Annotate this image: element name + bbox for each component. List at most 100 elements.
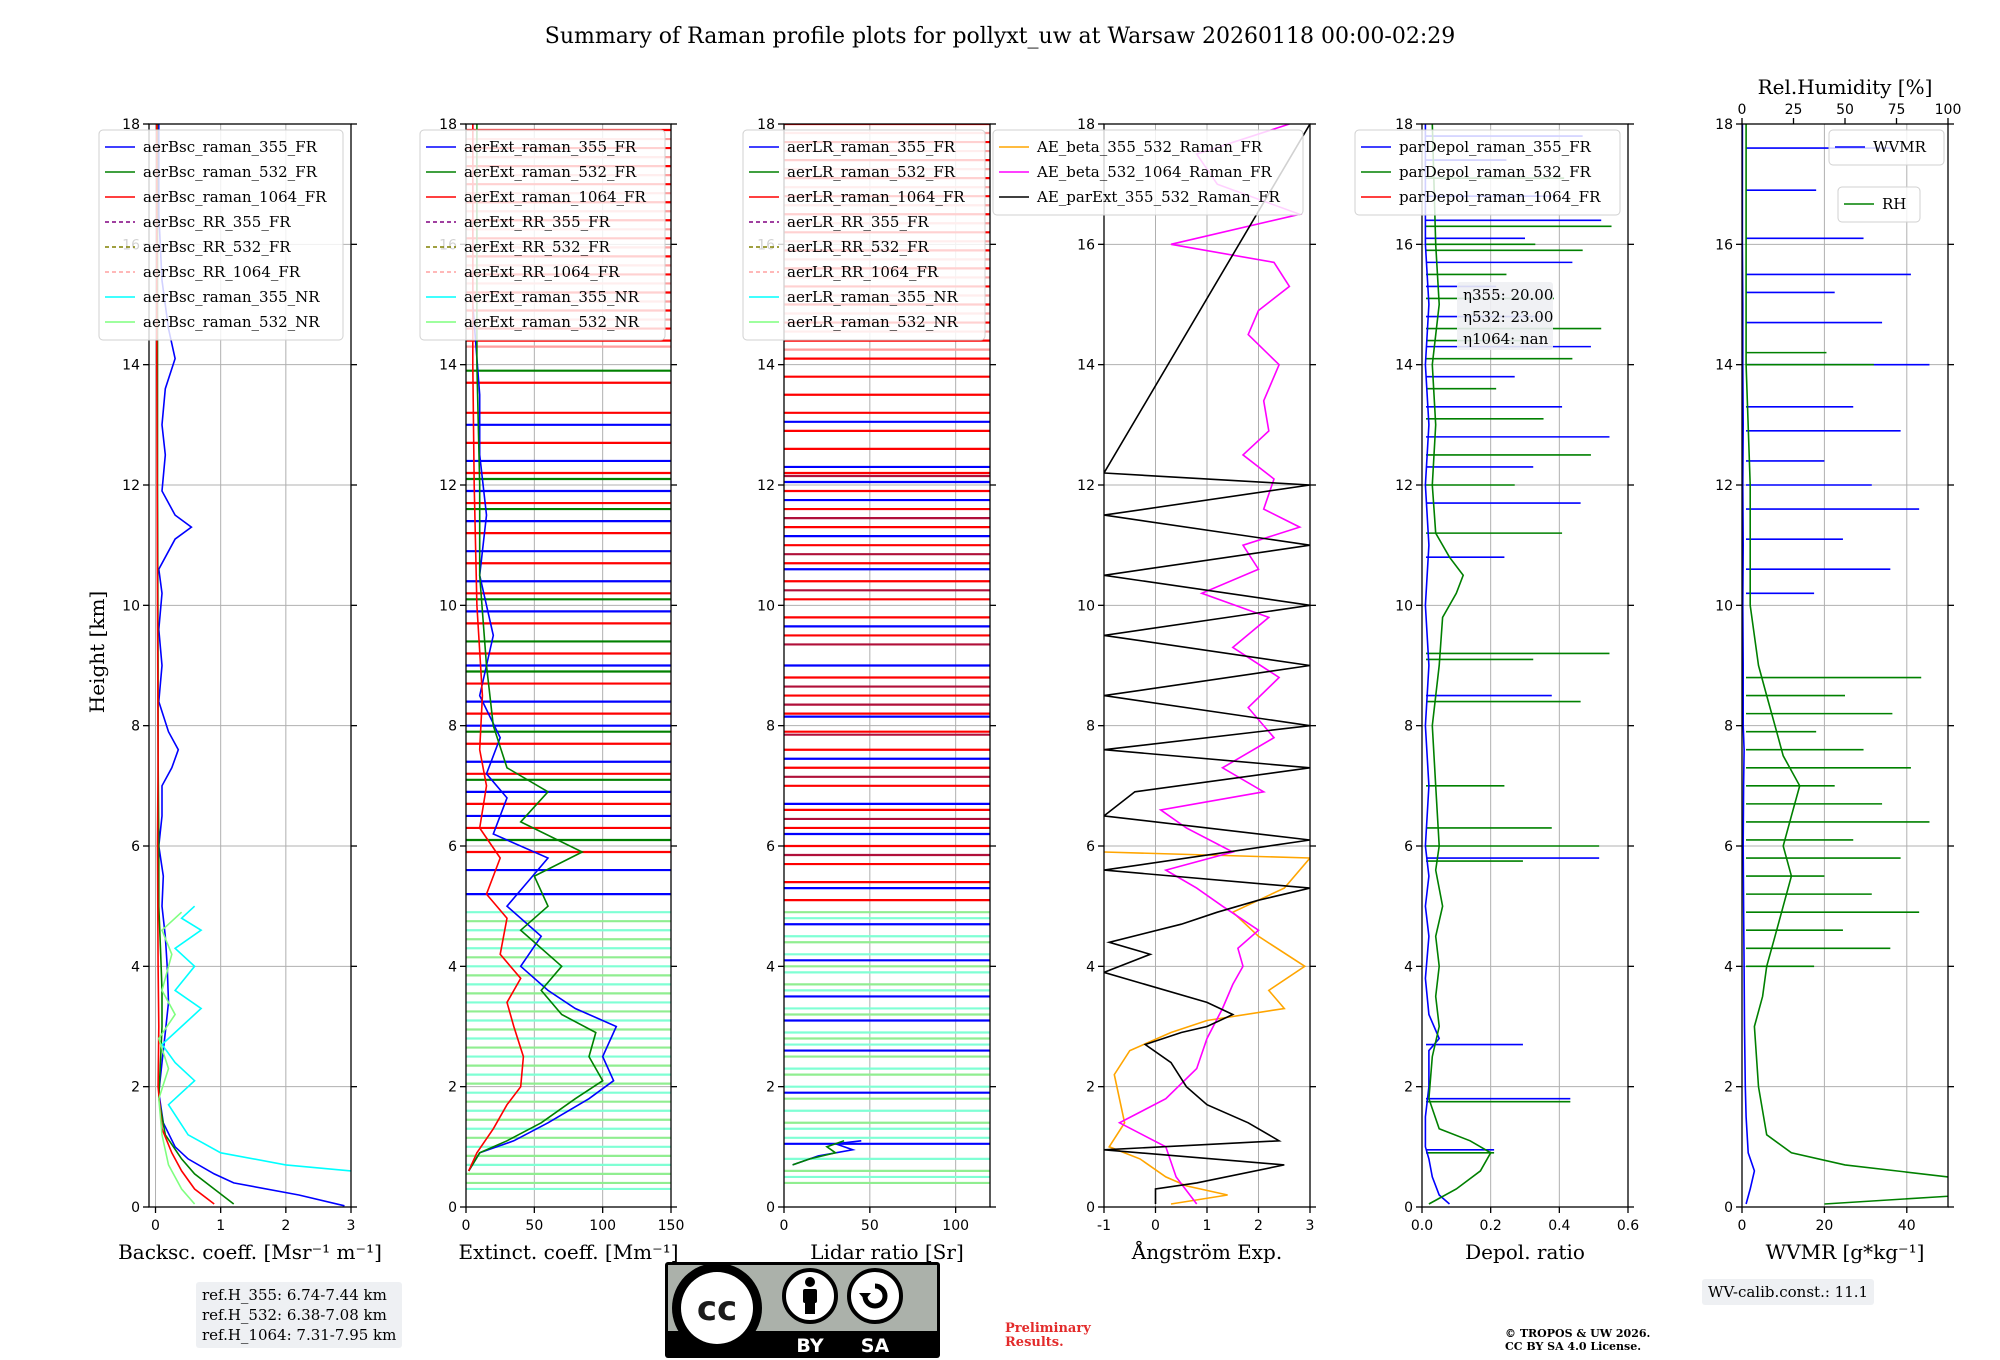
y-tick-label: 18 xyxy=(1077,117,1095,133)
copyright-line1: © TROPOS & UW 2026. xyxy=(1505,1327,1651,1340)
plot-area-water_vapor xyxy=(1742,124,1948,1205)
y-tick-label: 2 xyxy=(1086,1080,1095,1096)
y-tick-label: 6 xyxy=(131,839,140,855)
legend-entry: aerLR_raman_532_NR xyxy=(787,313,958,331)
series-aerBsc_raman_532_NR xyxy=(157,911,196,1205)
eta-annotation: η355: 20.00 η532: 23.00 η1064: nan xyxy=(1457,282,1553,350)
y-tick-label: 2 xyxy=(131,1080,140,1096)
y-tick-label: 12 xyxy=(122,478,140,494)
x-tick-label: 0 xyxy=(1738,1218,1747,1234)
series-parDepol_raman_355_FR xyxy=(1424,124,1451,1205)
cc-by-sa-badge: cc BY SA xyxy=(665,1262,940,1358)
y-tick-label: 18 xyxy=(757,117,775,133)
x-tick-label: 20 xyxy=(1815,1218,1833,1234)
legend-entry: aerBsc_raman_1064_FR xyxy=(143,188,327,206)
preliminary-note: Preliminary Results. xyxy=(1005,1322,1091,1350)
legend-entry: AE_parExt_355_532_Raman_FR xyxy=(1036,188,1281,206)
y-tick-label: 4 xyxy=(131,959,140,975)
x-tick-label: 50 xyxy=(525,1218,543,1234)
legend-entry: aerExt_raman_532_NR xyxy=(464,313,640,331)
y-tick-label: 2 xyxy=(766,1080,775,1096)
y-tick-label: 12 xyxy=(1077,478,1095,494)
cc-icon: cc xyxy=(672,1263,762,1353)
copyright-note: © TROPOS & UW 2026. CC BY SA 4.0 License… xyxy=(1505,1327,1650,1353)
eta-line: η1064: nan xyxy=(1463,330,1549,348)
y-axis-label: Height [km] xyxy=(85,591,109,713)
x-axis-label: WVMR [g*kg⁻¹] xyxy=(1766,1240,1925,1264)
x-axis-label: Ångström Exp. xyxy=(1131,1239,1282,1264)
legend-entry: aerExt_raman_355_NR xyxy=(464,288,640,306)
y-tick-label: 4 xyxy=(766,959,775,975)
legend-entry: aerBsc_raman_532_NR xyxy=(143,313,320,331)
y-tick-label: 0 xyxy=(1404,1200,1413,1216)
y-tick-label: 18 xyxy=(122,117,140,133)
x-tick-label: 1 xyxy=(1203,1218,1212,1234)
x-tick-label: 40 xyxy=(1898,1218,1916,1234)
legend-entry: aerBsc_raman_355_NR xyxy=(143,288,320,306)
y-tick-label: 10 xyxy=(1077,598,1095,614)
y-tick-label: 12 xyxy=(757,478,775,494)
x-tick-label: 3 xyxy=(1306,1218,1315,1234)
y-tick-label: 6 xyxy=(1086,839,1095,855)
y-tick-label: 8 xyxy=(448,719,457,735)
x-tick-label: 50 xyxy=(861,1218,879,1234)
y-tick-label: 4 xyxy=(1086,959,1095,975)
legend-entry: AE_beta_532_1064_Raman_FR xyxy=(1036,163,1272,181)
y-tick-label: 6 xyxy=(448,839,457,855)
series-RH xyxy=(1745,124,1948,1205)
y-tick-label: 12 xyxy=(1715,478,1733,494)
x-tick-label: 0 xyxy=(1151,1218,1160,1234)
y-tick-label: 8 xyxy=(131,719,140,735)
y-tick-label: 2 xyxy=(1404,1080,1413,1096)
x-tick-label: 0.6 xyxy=(1617,1218,1639,1234)
x-tick-label: 150 xyxy=(658,1218,685,1234)
legend-entry: aerLR_raman_532_FR xyxy=(787,163,956,181)
y-tick-label: 2 xyxy=(1724,1080,1733,1096)
legend-entry: RH xyxy=(1882,195,1906,213)
y-tick-label: 14 xyxy=(1395,358,1413,374)
panel-lidar_ratio: 024681012141618050100Lidar ratio [Sr]aer… xyxy=(742,117,996,1264)
y-tick-label: 6 xyxy=(1724,839,1733,855)
panel-water_vapor: 0 2 4 6 8 10 12 14 16 18 0 20 40 WVMR [g*kg⁻¹] 0 25 50 75… xyxy=(1715,75,1961,1264)
legend-entry: aerBsc_RR_355_FR xyxy=(143,213,291,231)
legend-entry: parDepol_raman_355_FR xyxy=(1399,138,1592,156)
top-x-axis-label: Rel.Humidity [%] xyxy=(1758,75,1933,99)
sa-share-alike-icon xyxy=(847,1268,903,1324)
legend-water_vapor: RH xyxy=(1837,186,1921,223)
legend-entry: aerBsc_raman_355_FR xyxy=(143,138,318,156)
legend-entry: aerBsc_RR_532_FR xyxy=(143,238,291,256)
y-tick-label: 10 xyxy=(1395,598,1413,614)
axes-frame xyxy=(783,123,991,1208)
legend-angstrom: AE_beta_355_532_Raman_FR AE_beta_532_1064… xyxy=(992,129,1304,216)
series-aerBsc_raman_1064_FR xyxy=(156,124,215,1205)
series-aerExt_raman_355_FR xyxy=(468,124,618,1172)
y-tick-label: 4 xyxy=(1724,959,1733,975)
preliminary-line2: Results. xyxy=(1005,1335,1064,1350)
legend-entry: aerExt_raman_1064_FR xyxy=(464,188,646,206)
top-x-tick-label: 25 xyxy=(1785,102,1803,118)
legend-entry: aerExt_RR_1064_FR xyxy=(464,263,620,281)
panel-depolarization: 0 2 4 6 8 10 12 14 16 18 0.0 0.2 0.4 0.6 Depol. ratio p… xyxy=(1354,117,1639,1264)
y-tick-label: 2 xyxy=(448,1080,457,1096)
legend-entry: aerLR_RR_532_FR xyxy=(787,238,929,256)
legend-water_vapor: WVMR xyxy=(1828,129,1945,166)
ref-height-532: ref.H_532: 6.38-7.08 km xyxy=(202,1306,387,1324)
legend-entry: aerExt_RR_532_FR xyxy=(464,238,611,256)
copyright-line2: CC BY SA 4.0 License. xyxy=(1505,1340,1642,1353)
eta-line: η532: 23.00 xyxy=(1463,308,1553,326)
y-tick-label: 16 xyxy=(1395,237,1413,253)
series-AE_beta_532_1064_Raman_FR xyxy=(1117,124,1303,1205)
figure-title: Summary of Raman profile plots for polly… xyxy=(545,24,1455,49)
wv-calibration-box: WV-calib.const.: 11.1 xyxy=(1702,1279,1875,1305)
series-parDepol_raman_532_FR xyxy=(1428,124,1492,1205)
y-tick-label: 10 xyxy=(122,598,140,614)
legend-entry: WVMR xyxy=(1873,138,1927,156)
y-tick-label: 14 xyxy=(122,358,140,374)
y-tick-label: 10 xyxy=(439,598,457,614)
axes-frame xyxy=(148,123,352,1208)
legend-entry: aerLR_raman_355_FR xyxy=(787,138,956,156)
y-tick-label: 0 xyxy=(766,1200,775,1216)
y-tick-label: 16 xyxy=(1715,237,1733,253)
